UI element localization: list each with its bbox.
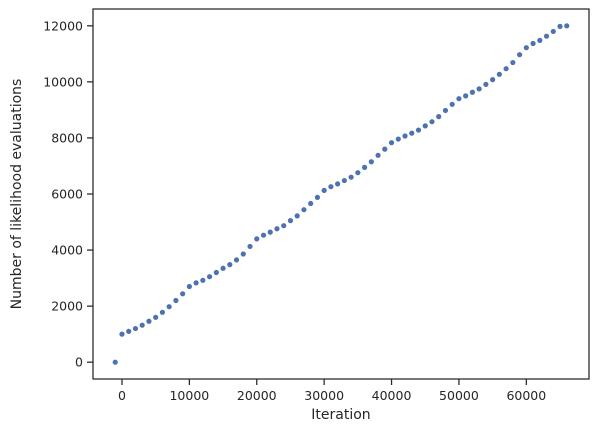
data-point xyxy=(456,96,462,102)
data-point xyxy=(213,269,219,276)
data-point xyxy=(422,123,428,129)
data-point xyxy=(523,45,529,51)
data-point xyxy=(247,243,253,250)
data-point xyxy=(267,229,273,235)
data-point xyxy=(126,328,132,334)
y-tick-label: 4000 xyxy=(51,243,83,258)
data-point xyxy=(409,130,415,136)
data-point xyxy=(483,81,489,87)
data-point xyxy=(227,262,233,268)
data-point xyxy=(146,318,152,324)
data-point xyxy=(490,77,496,83)
data-point xyxy=(368,159,374,165)
data-point xyxy=(159,309,166,315)
data-point xyxy=(530,40,536,47)
data-point xyxy=(260,232,267,238)
data-point xyxy=(503,66,509,72)
data-point xyxy=(564,23,570,29)
data-point xyxy=(233,257,240,263)
data-point xyxy=(186,283,192,290)
data-point xyxy=(361,164,368,170)
y-tick-label: 12000 xyxy=(43,18,83,33)
data-point xyxy=(132,325,139,332)
y-tick-label: 0 xyxy=(75,355,83,370)
x-tick-label: 40000 xyxy=(372,388,412,403)
data-point xyxy=(469,89,476,95)
data-point xyxy=(308,200,314,207)
x-tick-label: 30000 xyxy=(304,388,344,403)
data-point xyxy=(240,251,246,257)
data-point xyxy=(274,226,280,232)
data-point xyxy=(463,93,469,99)
data-point xyxy=(287,218,294,224)
y-tick-label: 8000 xyxy=(51,130,83,145)
data-point xyxy=(557,23,563,29)
data-point xyxy=(496,71,502,77)
data-point xyxy=(328,184,334,190)
data-point xyxy=(254,236,260,242)
data-point xyxy=(200,277,206,283)
data-point xyxy=(341,177,347,184)
data-point xyxy=(402,133,408,139)
data-point xyxy=(395,136,401,142)
data-point xyxy=(112,359,118,365)
x-axis-ticks: 0 10000 20000 30000 40000 50000 60000 xyxy=(118,379,546,403)
y-tick-label: 2000 xyxy=(51,299,83,314)
data-point xyxy=(449,101,455,107)
data-point xyxy=(348,174,354,180)
data-point xyxy=(314,194,321,200)
data-point xyxy=(543,33,550,39)
data-point xyxy=(537,37,543,43)
data-point xyxy=(355,170,361,176)
x-tick-label: 60000 xyxy=(506,388,546,403)
data-point xyxy=(294,213,300,219)
x-tick-label: 20000 xyxy=(237,388,277,403)
y-tick-label: 10000 xyxy=(43,74,83,89)
data-point xyxy=(375,152,381,158)
data-point xyxy=(516,52,523,58)
data-point xyxy=(193,280,199,286)
x-tick-label: 10000 xyxy=(169,388,209,403)
data-point xyxy=(382,146,388,152)
data-point xyxy=(119,331,125,337)
data-point xyxy=(442,107,449,114)
y-tick-label: 6000 xyxy=(51,187,83,202)
data-point xyxy=(510,59,516,66)
data-point xyxy=(335,181,341,187)
data-point xyxy=(153,314,159,320)
data-point xyxy=(388,140,395,146)
data-point xyxy=(220,265,226,271)
data-point xyxy=(166,304,172,310)
x-axis-label: Iteration xyxy=(311,407,370,423)
data-point xyxy=(429,119,435,125)
y-axis-ticks: 0 2000 4000 6000 8000 10000 12000 xyxy=(43,18,93,370)
data-point xyxy=(180,291,186,297)
data-point xyxy=(321,187,327,193)
data-point xyxy=(173,297,179,304)
x-tick-label: 0 xyxy=(118,388,126,403)
data-point xyxy=(281,223,287,229)
x-tick-label: 50000 xyxy=(439,388,479,403)
data-point xyxy=(415,127,422,133)
y-axis-label: Number of likelihood evaluations xyxy=(9,79,25,310)
data-point xyxy=(550,28,556,35)
data-points xyxy=(112,23,570,365)
data-point xyxy=(476,86,482,92)
data-point xyxy=(436,114,442,120)
data-point xyxy=(139,322,145,328)
data-point xyxy=(301,207,307,213)
data-point xyxy=(206,274,213,280)
